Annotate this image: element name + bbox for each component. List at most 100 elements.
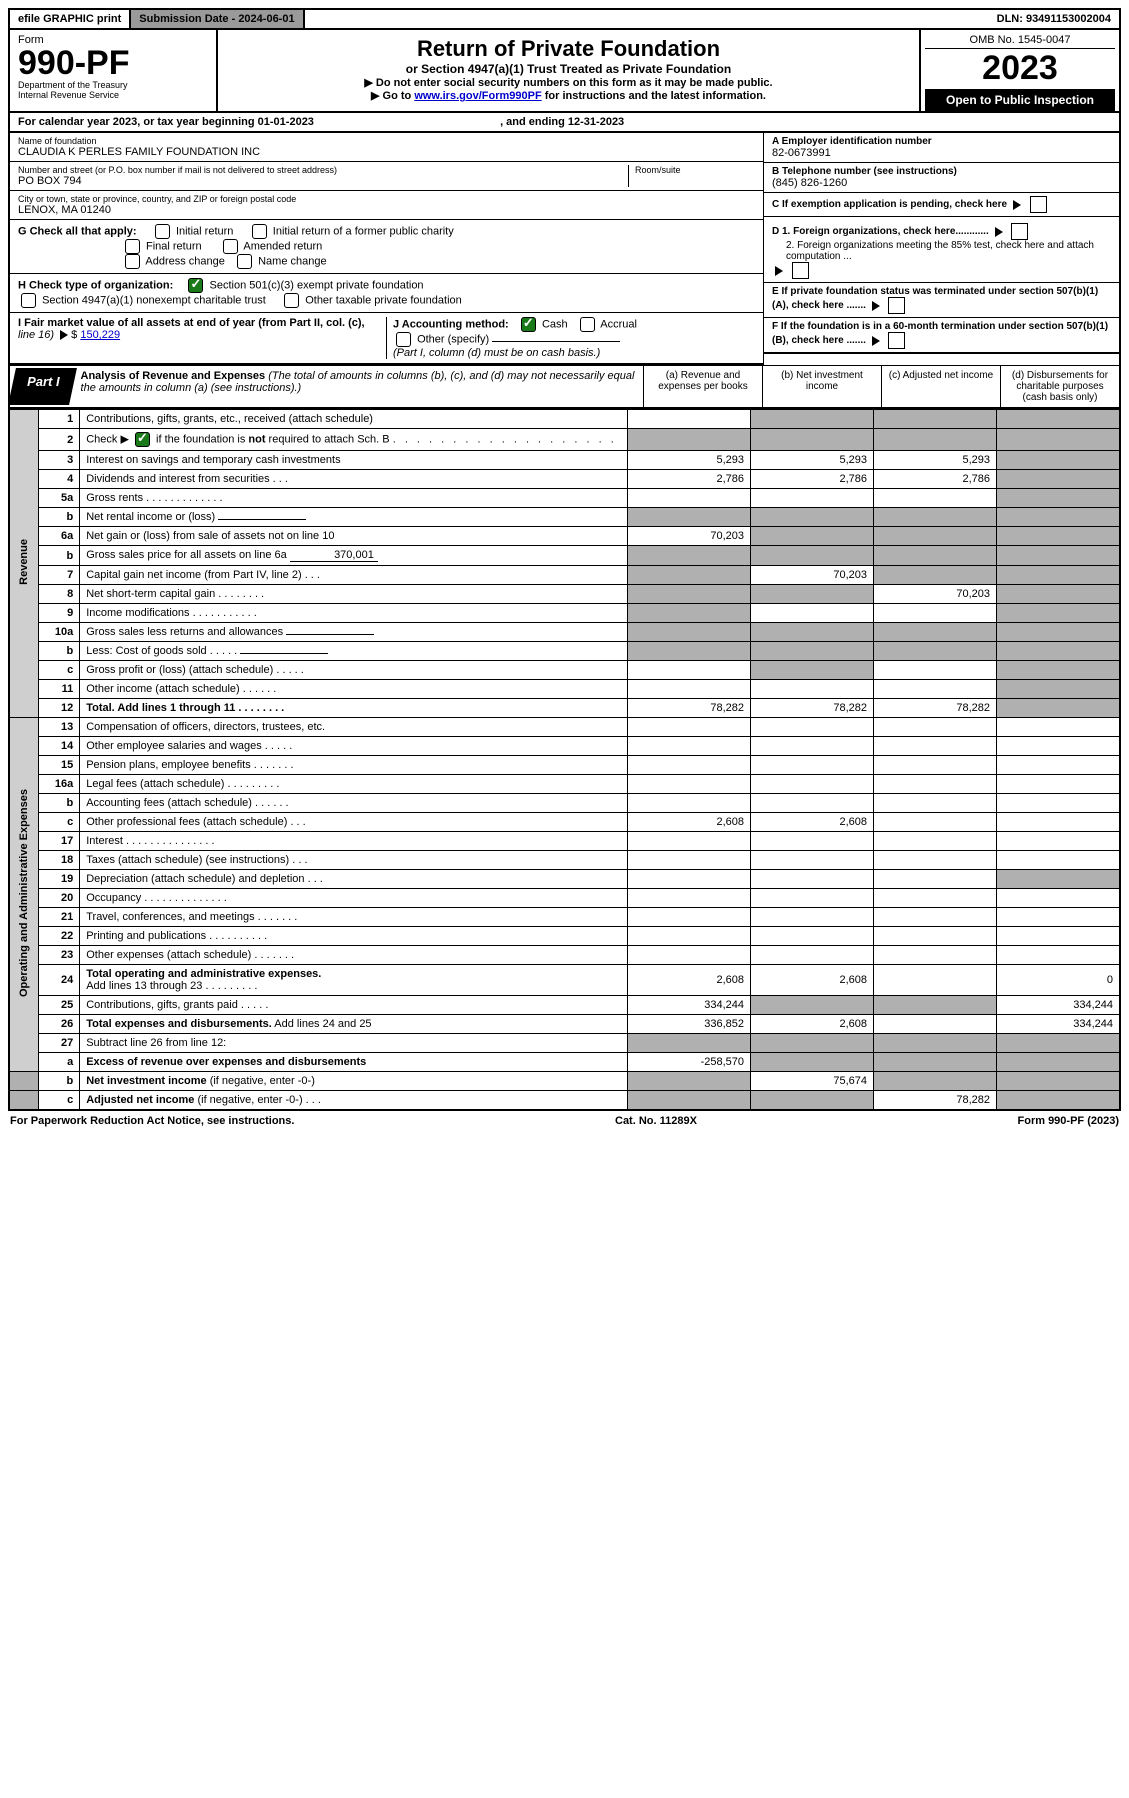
lineno: 7 bbox=[39, 566, 80, 585]
val-b bbox=[751, 1034, 874, 1053]
table-row: 15 Pension plans, employee benefits . . … bbox=[9, 756, 1120, 775]
j-other-input[interactable] bbox=[492, 341, 620, 342]
instr2-post: for instructions and the latest informat… bbox=[542, 90, 766, 102]
line-desc: Interest . . . . . . . . . . . . . . . bbox=[80, 832, 628, 851]
g-name-checkbox[interactable] bbox=[237, 254, 252, 269]
val-c bbox=[874, 429, 997, 451]
g-amended-checkbox[interactable] bbox=[223, 239, 238, 254]
val-c bbox=[874, 813, 997, 832]
d1-checkbox[interactable] bbox=[1011, 223, 1028, 240]
e-label: E If private foundation status was termi… bbox=[772, 286, 1098, 311]
line-desc: Net short-term capital gain . . . . . . … bbox=[80, 585, 628, 604]
val-c bbox=[874, 851, 997, 870]
period-begin: 01-01-2023 bbox=[258, 116, 314, 128]
j-accrual-checkbox[interactable] bbox=[580, 317, 595, 332]
l2-pre: Check ▶ bbox=[86, 433, 129, 445]
lineno: 12 bbox=[39, 699, 80, 718]
d2-checkbox[interactable] bbox=[792, 262, 809, 279]
h-other-checkbox[interactable] bbox=[284, 293, 299, 308]
lineno: 22 bbox=[39, 927, 80, 946]
period-text: For calendar year 2023, or tax year begi… bbox=[10, 113, 1119, 131]
val-d bbox=[997, 1034, 1121, 1053]
fmv-value[interactable]: 150,229 bbox=[80, 329, 120, 341]
g-final-checkbox[interactable] bbox=[125, 239, 140, 254]
j-other-checkbox[interactable] bbox=[396, 332, 411, 347]
part1-table: Revenue 1 Contributions, gifts, grants, … bbox=[8, 409, 1121, 1111]
table-row: b Net investment income (if negative, en… bbox=[9, 1072, 1120, 1091]
table-row: a Excess of revenue over expenses and di… bbox=[9, 1053, 1120, 1072]
foundation-name: CLAUDIA K PERLES FAMILY FOUNDATION INC bbox=[18, 146, 755, 158]
period-pre: For calendar year 2023, or tax year begi… bbox=[18, 116, 258, 128]
f-cell: F If the foundation is in a 60-month ter… bbox=[764, 318, 1119, 354]
line-desc: Excess of revenue over expenses and disb… bbox=[80, 1053, 628, 1072]
c-checkbox[interactable] bbox=[1030, 196, 1047, 213]
instruction-2: ▶ Go to www.irs.gov/Form990PF for instru… bbox=[226, 89, 911, 102]
val-a bbox=[628, 642, 751, 661]
h-4947-checkbox[interactable] bbox=[21, 293, 36, 308]
table-row: Revenue 1 Contributions, gifts, grants, … bbox=[9, 410, 1120, 429]
g-address-checkbox[interactable] bbox=[125, 254, 140, 269]
val-a bbox=[628, 566, 751, 585]
val-d: 334,244 bbox=[997, 996, 1121, 1015]
e-cell: E If private foundation status was termi… bbox=[764, 283, 1119, 318]
f-label: F If the foundation is in a 60-month ter… bbox=[772, 321, 1108, 346]
val-c: 78,282 bbox=[874, 1091, 997, 1111]
val-c: 70,203 bbox=[874, 585, 997, 604]
ein-value: 82-0673991 bbox=[772, 147, 1111, 159]
g-initial-checkbox[interactable] bbox=[155, 224, 170, 239]
val-c bbox=[874, 1072, 997, 1091]
val-a bbox=[628, 870, 751, 889]
val-b: 75,674 bbox=[751, 1072, 874, 1091]
lineno: 27 bbox=[39, 1034, 80, 1053]
schb-checkbox[interactable] bbox=[135, 432, 150, 447]
g-row: G Check all that apply: Initial return I… bbox=[10, 220, 763, 274]
line-desc: Gross sales price for all assets on line… bbox=[80, 546, 628, 566]
line-desc: Total operating and administrative expen… bbox=[80, 965, 628, 996]
i-label: I Fair market value of all assets at end… bbox=[18, 317, 365, 329]
h-opt3: Other taxable private foundation bbox=[305, 294, 462, 306]
table-row: 25 Contributions, gifts, grants paid . .… bbox=[9, 996, 1120, 1015]
l5b-input[interactable] bbox=[218, 519, 306, 520]
lineno: 15 bbox=[39, 756, 80, 775]
table-row: 21 Travel, conferences, and meetings . .… bbox=[9, 908, 1120, 927]
h-label: H Check type of organization: bbox=[18, 279, 173, 291]
l10a-input[interactable] bbox=[286, 634, 374, 635]
val-a bbox=[628, 927, 751, 946]
table-row: 5a Gross rents . . . . . . . . . . . . . bbox=[9, 489, 1120, 508]
l10b-input[interactable] bbox=[240, 653, 328, 654]
lineno: 26 bbox=[39, 1015, 80, 1034]
val-c bbox=[874, 508, 997, 527]
table-row: 14 Other employee salaries and wages . .… bbox=[9, 737, 1120, 756]
e-checkbox[interactable] bbox=[888, 297, 905, 314]
l10a-text: Gross sales less returns and allowances bbox=[86, 626, 283, 638]
ein-label: A Employer identification number bbox=[772, 136, 1111, 147]
i-cell: I Fair market value of all assets at end… bbox=[18, 317, 387, 359]
val-c: 2,786 bbox=[874, 470, 997, 489]
line-desc: Printing and publications . . . . . . . … bbox=[80, 927, 628, 946]
footer-left: For Paperwork Reduction Act Notice, see … bbox=[10, 1115, 294, 1127]
table-row: b Less: Cost of goods sold . . . . . bbox=[9, 642, 1120, 661]
g-initial-former-checkbox[interactable] bbox=[252, 224, 267, 239]
arrow-icon bbox=[1013, 200, 1021, 210]
val-c bbox=[874, 680, 997, 699]
col-d-head: (d) Disbursements for charitable purpose… bbox=[1000, 366, 1119, 407]
h-501c3-checkbox[interactable] bbox=[188, 278, 203, 293]
table-row: Operating and Administrative Expenses 13… bbox=[9, 718, 1120, 737]
form-link[interactable]: www.irs.gov/Form990PF bbox=[414, 90, 541, 102]
table-row: 20 Occupancy . . . . . . . . . . . . . . bbox=[9, 889, 1120, 908]
val-d: 334,244 bbox=[997, 1015, 1121, 1034]
val-c bbox=[874, 1034, 997, 1053]
val-d bbox=[997, 946, 1121, 965]
val-a: 2,608 bbox=[628, 965, 751, 996]
val-b bbox=[751, 410, 874, 429]
j-cash-checkbox[interactable] bbox=[521, 317, 536, 332]
part-desc: Analysis of Revenue and Expenses (The to… bbox=[73, 366, 643, 407]
val-b bbox=[751, 429, 874, 451]
f-checkbox[interactable] bbox=[888, 332, 905, 349]
val-a bbox=[628, 889, 751, 908]
part-tag: Part I bbox=[8, 368, 76, 405]
val-a bbox=[628, 851, 751, 870]
table-row: 6a Net gain or (loss) from sale of asset… bbox=[9, 527, 1120, 546]
lineno: c bbox=[39, 1091, 80, 1111]
opex-side-text: Operating and Administrative Expenses bbox=[16, 779, 32, 1007]
